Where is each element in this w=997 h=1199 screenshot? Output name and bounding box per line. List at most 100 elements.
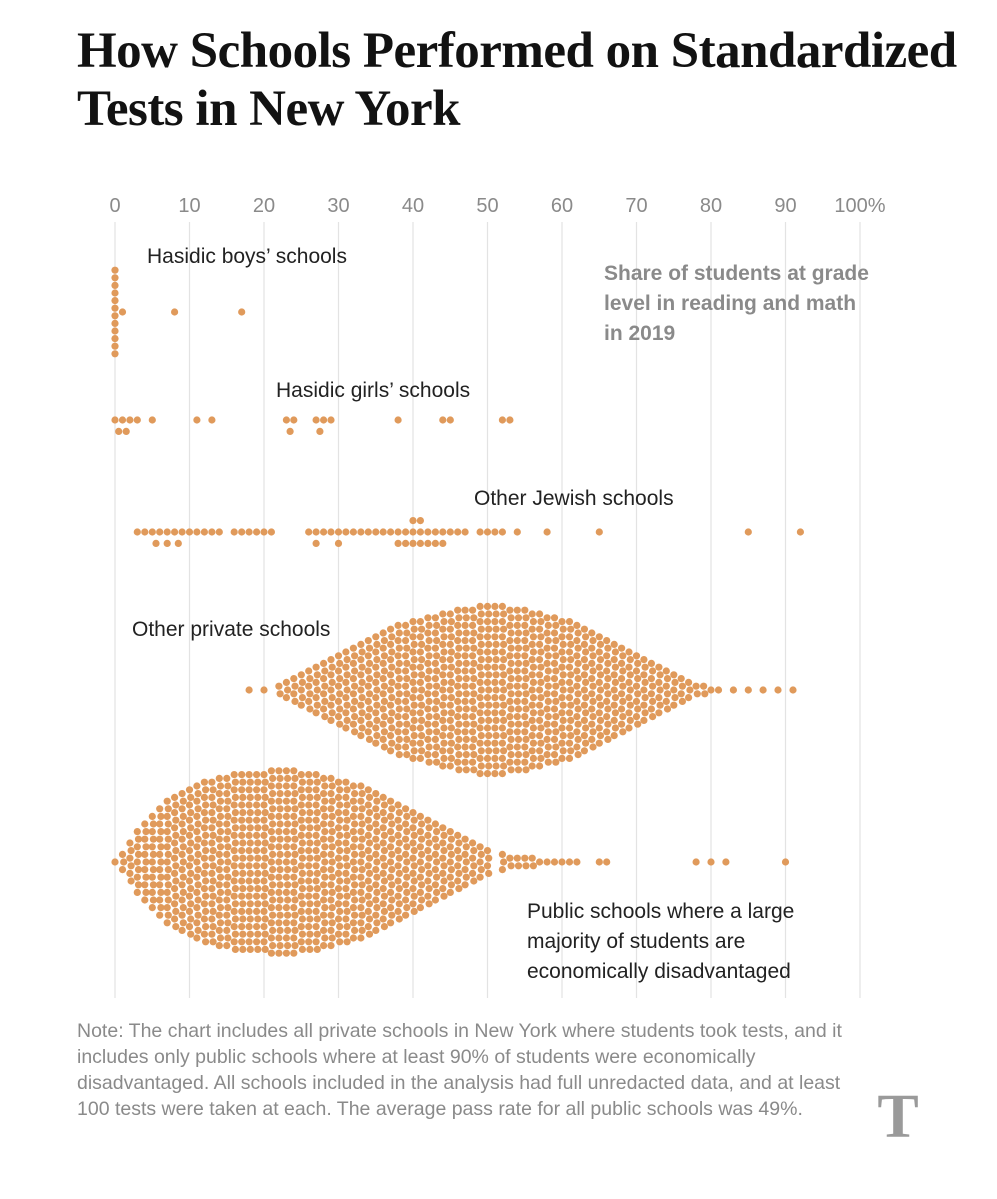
data-point bbox=[394, 539, 402, 548]
data-point bbox=[431, 735, 439, 744]
data-point bbox=[171, 528, 179, 536]
data-point bbox=[334, 697, 343, 706]
data-point bbox=[469, 606, 477, 614]
data-point bbox=[596, 686, 605, 694]
data-point bbox=[483, 724, 492, 732]
data-point bbox=[655, 709, 663, 717]
data-point bbox=[558, 754, 566, 763]
data-point bbox=[431, 896, 439, 904]
data-point bbox=[491, 602, 499, 611]
data-point bbox=[588, 659, 596, 668]
data-point bbox=[440, 739, 448, 747]
data-point bbox=[559, 732, 567, 740]
data-point bbox=[261, 945, 269, 954]
data-point bbox=[424, 816, 432, 824]
data-point bbox=[156, 896, 164, 904]
data-point bbox=[253, 801, 261, 809]
data-point bbox=[328, 663, 336, 671]
page-title: How Schools Performed on Standardized Te… bbox=[77, 23, 957, 137]
data-point bbox=[200, 854, 208, 862]
data-point bbox=[507, 751, 515, 759]
data-point bbox=[208, 900, 216, 908]
data-point bbox=[588, 735, 596, 744]
data-point bbox=[276, 926, 284, 935]
data-point bbox=[625, 709, 633, 717]
data-point bbox=[610, 716, 618, 725]
data-point bbox=[492, 732, 500, 740]
data-point bbox=[425, 667, 433, 675]
data-point bbox=[298, 900, 306, 908]
data-point bbox=[395, 690, 403, 698]
data-point bbox=[595, 694, 603, 702]
data-point bbox=[178, 911, 186, 919]
data-point bbox=[611, 709, 620, 717]
data-point bbox=[387, 701, 395, 709]
data-point bbox=[349, 812, 357, 821]
data-point bbox=[513, 697, 521, 706]
data-point bbox=[582, 648, 590, 656]
data-point bbox=[365, 915, 374, 923]
data-point bbox=[469, 682, 477, 690]
data-point bbox=[662, 667, 670, 675]
data-point bbox=[148, 858, 156, 866]
data-point bbox=[522, 629, 530, 637]
data-point bbox=[261, 809, 269, 817]
data-point bbox=[446, 625, 454, 633]
data-point bbox=[425, 854, 433, 862]
data-point bbox=[485, 869, 493, 878]
data-point bbox=[424, 705, 432, 713]
data-point bbox=[439, 732, 447, 740]
data-point bbox=[634, 720, 642, 728]
data-point bbox=[127, 877, 135, 885]
data-point bbox=[245, 892, 253, 900]
data-point bbox=[528, 610, 536, 618]
data-point bbox=[492, 716, 500, 725]
data-point bbox=[394, 713, 402, 721]
data-point bbox=[416, 754, 424, 763]
data-point bbox=[431, 659, 439, 668]
data-point bbox=[388, 694, 396, 702]
data-point bbox=[342, 824, 350, 832]
data-point bbox=[522, 659, 530, 668]
data-point bbox=[349, 659, 357, 668]
data-point bbox=[491, 770, 499, 778]
data-point bbox=[425, 824, 433, 832]
data-point bbox=[380, 728, 388, 736]
data-point bbox=[260, 771, 268, 779]
data-point bbox=[611, 663, 620, 671]
data-point bbox=[588, 705, 596, 713]
data-point bbox=[440, 618, 448, 626]
data-point bbox=[410, 656, 418, 664]
data-point bbox=[416, 812, 424, 821]
data-point bbox=[379, 869, 387, 878]
data-point bbox=[313, 701, 321, 709]
data-point bbox=[372, 528, 380, 536]
data-point bbox=[164, 911, 172, 919]
data-point bbox=[267, 858, 275, 866]
data-point bbox=[320, 820, 328, 828]
data-point bbox=[365, 793, 374, 802]
data-point bbox=[238, 892, 246, 900]
data-point bbox=[506, 854, 514, 862]
data-point bbox=[439, 686, 447, 694]
data-point bbox=[440, 831, 448, 840]
data-point bbox=[416, 709, 424, 717]
data-point bbox=[312, 801, 320, 809]
data-point bbox=[276, 866, 284, 874]
data-point bbox=[536, 686, 544, 694]
data-point bbox=[209, 801, 217, 809]
data-point bbox=[477, 716, 485, 725]
data-point bbox=[208, 930, 216, 938]
data-point bbox=[260, 907, 268, 916]
data-point bbox=[365, 690, 374, 698]
data-point bbox=[141, 835, 149, 843]
data-point bbox=[127, 847, 135, 855]
data-point bbox=[291, 805, 299, 813]
data-point bbox=[418, 835, 426, 843]
data-point bbox=[500, 858, 508, 866]
data-point bbox=[297, 938, 305, 946]
data-point bbox=[365, 930, 374, 938]
data-point bbox=[336, 877, 344, 885]
data-point bbox=[544, 743, 552, 751]
data-point bbox=[223, 850, 231, 859]
